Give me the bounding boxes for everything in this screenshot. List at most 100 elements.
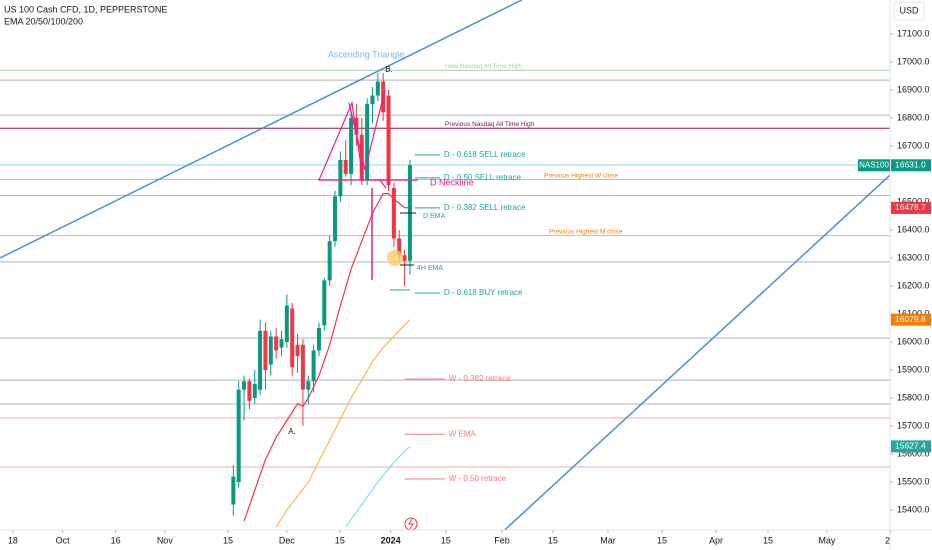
candle-body — [343, 159, 348, 174]
candle-body — [290, 308, 295, 368]
ema-line — [275, 319, 411, 528]
candle-body — [316, 328, 321, 351]
price-tag-label: 15627.4 — [895, 441, 926, 451]
candle-body — [391, 187, 396, 239]
candle-body — [268, 336, 273, 365]
retrace-label: D - 0.618 BUY retrace — [444, 288, 523, 297]
y-tick-label: 16000.0 — [897, 336, 930, 346]
annotation: A. — [288, 427, 296, 436]
candle-body — [263, 330, 268, 371]
x-tick-label: Oct — [56, 535, 71, 545]
x-tick-label: 15 — [223, 535, 233, 545]
x-tick-label: Mar — [600, 535, 616, 545]
y-tick-label: 16300.0 — [897, 252, 930, 262]
level-label: Previous Nasdaq All Time High — [445, 121, 535, 128]
x-tick-label: 16 — [111, 535, 121, 545]
y-tick-label: 15400.0 — [897, 504, 930, 514]
y-tick-label: 16900.0 — [897, 84, 930, 94]
highlight — [387, 250, 403, 266]
y-tick-label: 16400.0 — [897, 224, 930, 234]
pattern-drawing — [348, 89, 386, 171]
ema-line — [243, 193, 410, 522]
retrace-label: D - 0.618 SELL retrace — [444, 150, 526, 159]
level-label: Previous Highest M close — [549, 228, 623, 235]
x-tick-label: Apr — [709, 535, 723, 545]
chart-subtitle: EMA 20/50/100/200 — [4, 16, 83, 26]
retrace-label: D - 0.50 SELL retrace — [444, 173, 522, 182]
x-tick-label: 15 — [441, 535, 451, 545]
series-tag-name: NAS100 — [859, 160, 889, 169]
candle-body — [306, 381, 311, 390]
candle-body — [284, 305, 289, 343]
candle-body — [258, 330, 263, 390]
price-tag — [891, 313, 931, 326]
x-tick-label: May — [818, 535, 836, 545]
candle-body — [349, 117, 354, 174]
retrace-label: W - 0.382 retrace — [449, 374, 511, 383]
level-label: Previous Highest W close — [544, 172, 618, 179]
event-icon — [408, 518, 414, 530]
candle-body — [402, 255, 407, 261]
candle-body — [327, 241, 332, 281]
x-tick-label: 15 — [763, 535, 773, 545]
candle-body — [333, 196, 338, 242]
x-tick-label: 18 — [8, 535, 18, 545]
price-axis — [890, 0, 932, 550]
retrace-label: D - 0.382 SELL retrace — [444, 203, 526, 212]
y-tick-label: 15600.0 — [897, 448, 930, 458]
retrace-label: W EMA — [449, 429, 477, 438]
candle-body — [338, 159, 343, 197]
candle-body — [375, 81, 380, 96]
y-tick-label: 17100.0 — [897, 28, 930, 38]
candle-body — [295, 344, 300, 357]
price-tag — [891, 159, 931, 172]
x-tick-label: 2 — [885, 535, 890, 545]
time-axis — [0, 530, 932, 550]
axis-labels: 15400.0 15500.0 15600.0 15700.0 15800.0 15900… — [8, 28, 931, 545]
candle-body — [252, 384, 257, 399]
price-tag-label: 16079.8 — [895, 314, 926, 324]
y-tick-label: 16500.0 — [897, 196, 930, 206]
candle-body — [322, 280, 327, 326]
candle-body — [279, 339, 284, 348]
x-tick-label: Dec — [279, 535, 296, 545]
y-tick-label: 16700.0 — [897, 140, 930, 150]
price-tag — [891, 201, 931, 214]
candle-body — [236, 389, 241, 483]
x-tick-label: 15 — [335, 535, 345, 545]
candle-body — [242, 381, 247, 390]
candle-body — [311, 350, 316, 382]
candle-body — [365, 103, 370, 180]
annotation: 4H EMA — [417, 265, 443, 272]
x-tick-label: 15 — [657, 535, 667, 545]
candle-body — [397, 238, 402, 256]
pattern-drawing — [379, 179, 387, 189]
candle-body — [274, 336, 279, 351]
x-tick-label: Feb — [494, 535, 510, 545]
y-tick-label: 15500.0 — [897, 476, 930, 486]
trendline — [504, 174, 891, 531]
annotation: D EMA — [423, 213, 446, 220]
y-tick-label: 15800.0 — [897, 392, 930, 402]
candle-body — [354, 117, 359, 135]
annotation: D Neckline — [430, 177, 474, 187]
y-tick-label: 16800.0 — [897, 112, 930, 122]
candle-body — [231, 476, 236, 505]
candle-body — [300, 344, 305, 390]
y-tick-label: 15700.0 — [897, 420, 930, 430]
y-tick-label: 17000.0 — [897, 56, 930, 66]
y-tick-label: 16100.0 — [897, 308, 930, 318]
candle-body — [386, 95, 391, 186]
price-tag-label: 16631.0 — [895, 160, 926, 170]
retrace-label: W - 0.50 retrace — [449, 474, 507, 483]
currency-button[interactable] — [893, 1, 925, 21]
x-tick-label: Nov — [157, 535, 174, 545]
candle-body — [247, 381, 252, 401]
level-label: New Nasdaq All Time High — [445, 63, 522, 70]
price-tag-label: 16478.7 — [895, 202, 926, 212]
x-tick-label: 2024 — [381, 535, 401, 545]
annotation: Ascending Triangle — [328, 49, 405, 59]
y-tick-label: 15900.0 — [897, 364, 930, 374]
